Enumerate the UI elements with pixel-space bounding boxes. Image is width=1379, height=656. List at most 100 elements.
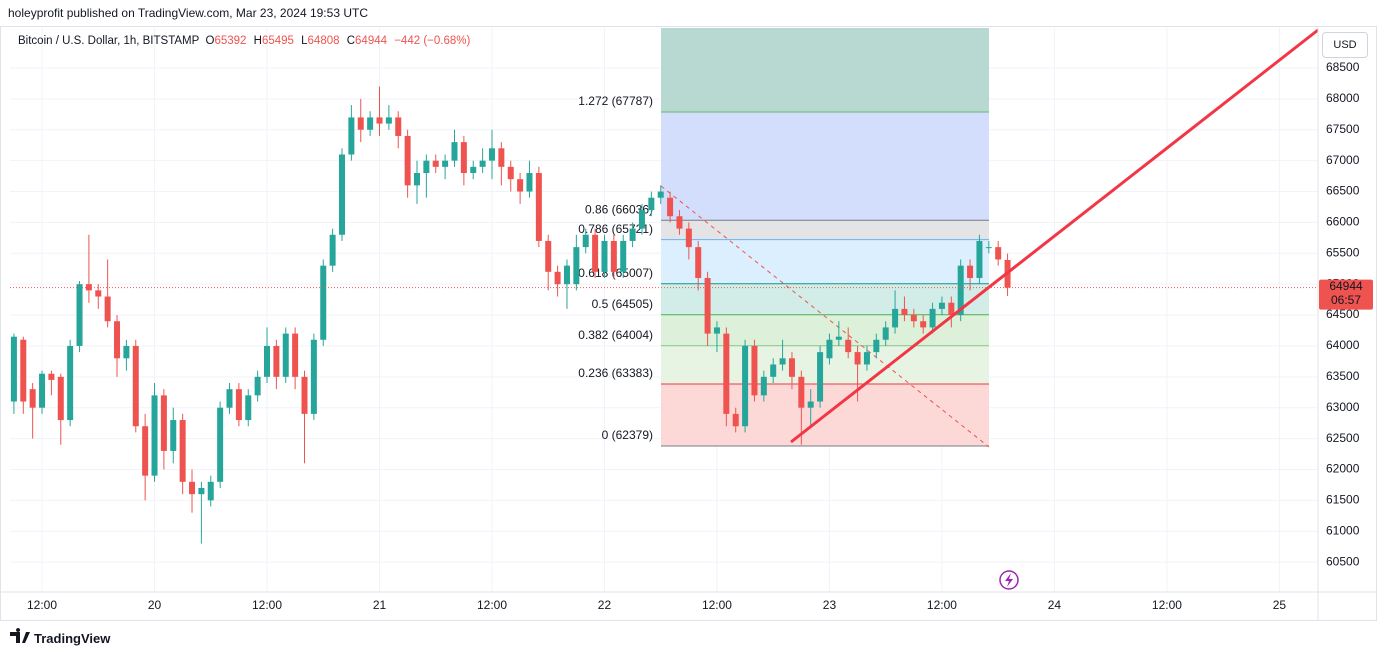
x-tick-label: 22 [598,598,612,612]
candle-body [432,160,439,167]
candle-body [226,389,233,408]
candle-body [995,247,1002,260]
candle-body [76,284,83,346]
candle-body [507,166,514,180]
fib-label: 0.236 (63383) [578,366,653,380]
candle-body [629,228,636,241]
candle-body [413,173,420,186]
low-value: 64808 [307,35,340,47]
fib-band [661,239,989,284]
fib-label: 0.382 (64004) [578,328,653,342]
trend-line [790,28,1319,444]
fib-trend [660,185,990,448]
candle-body [189,481,196,495]
candle-body [282,333,289,377]
candle-body [123,345,130,359]
candle-body [695,247,702,279]
candle-body [526,173,533,192]
plot-frame [0,26,1377,621]
candle-body [338,154,345,235]
candle-body [245,395,252,421]
candle-body [732,413,739,427]
y-tick-label: 67500 [1326,122,1360,136]
candle-body [854,352,861,365]
candle-body [545,240,552,272]
fib-label: 0 (62379) [602,428,653,442]
currency-button[interactable]: USD [1322,32,1368,58]
candle-body [985,247,992,249]
y-tick-label: 68000 [1326,91,1360,105]
y-tick-label: 63000 [1326,400,1360,414]
candle-body [592,234,599,272]
candle-body [760,376,767,396]
x-tick-label: 25 [1273,598,1287,612]
candle-body [301,376,308,414]
candle-body [460,142,467,174]
candle-body [170,420,177,451]
candle-body [929,308,936,328]
candle-body [938,302,945,309]
candle-body [442,160,449,167]
candle-body [479,160,486,167]
candle-body [367,117,374,130]
candle-body [901,308,908,316]
y-tick-label: 60500 [1326,554,1360,568]
candle-body [910,315,917,322]
candle-body [873,339,880,353]
symbol: Bitcoin / U.S. Dollar, 1h, BITSTAMP [18,35,200,47]
fib-band [661,345,989,385]
candle-body [264,345,271,377]
candle-body [563,265,570,285]
x-tick-label: 12:00 [477,598,507,612]
candle-body [742,345,749,427]
candle-body [235,389,242,421]
candle-body [395,117,402,136]
candle-body [179,420,186,482]
ohlc-key: L [301,35,308,47]
candle-body [648,197,655,211]
candle-body [835,336,842,340]
candle-body [20,339,27,402]
candle-body [67,345,74,421]
candle-body [357,117,364,130]
y-tick-label: 64500 [1326,307,1360,321]
candle-body [385,117,392,124]
fib-band [661,220,989,240]
candle-body [10,336,17,402]
candle-body [217,407,224,482]
candle-body [198,487,205,495]
symbol-legend: Bitcoin / U.S. Dollar, 1h, BITSTAMP O653… [18,35,474,47]
candle-body [807,401,814,408]
brand: TradingView [34,631,111,646]
candle-body [329,234,336,266]
candle-body [95,290,102,297]
x-tick-label: 12:00 [252,598,282,612]
x-tick-label: 20 [148,598,162,612]
fib-label: 1.272 (67787) [578,94,653,108]
candle-body [29,389,36,408]
x-tick-label: 23 [823,598,837,612]
candle-body [976,240,983,279]
candle-body [517,179,524,192]
countdown: 06:57 [1331,293,1361,307]
candle-body [685,228,692,248]
fib-band [661,112,989,221]
candle-body [404,135,411,186]
candle-body [704,278,711,334]
x-tick-label: 12:00 [702,598,732,612]
candle-body [667,197,674,217]
candle-body [845,339,852,353]
candle-body [132,345,139,427]
candle-body [39,373,46,408]
candle-body [57,376,64,421]
x-tick-label: 12:00 [27,598,57,612]
y-tick-label: 67000 [1326,153,1360,167]
candle-body [638,210,645,229]
price-tag [1319,279,1373,310]
candle-body [779,358,786,365]
y-tick-label: 62000 [1326,462,1360,476]
candle-body [254,376,261,396]
x-tick-label: 21 [373,598,387,612]
